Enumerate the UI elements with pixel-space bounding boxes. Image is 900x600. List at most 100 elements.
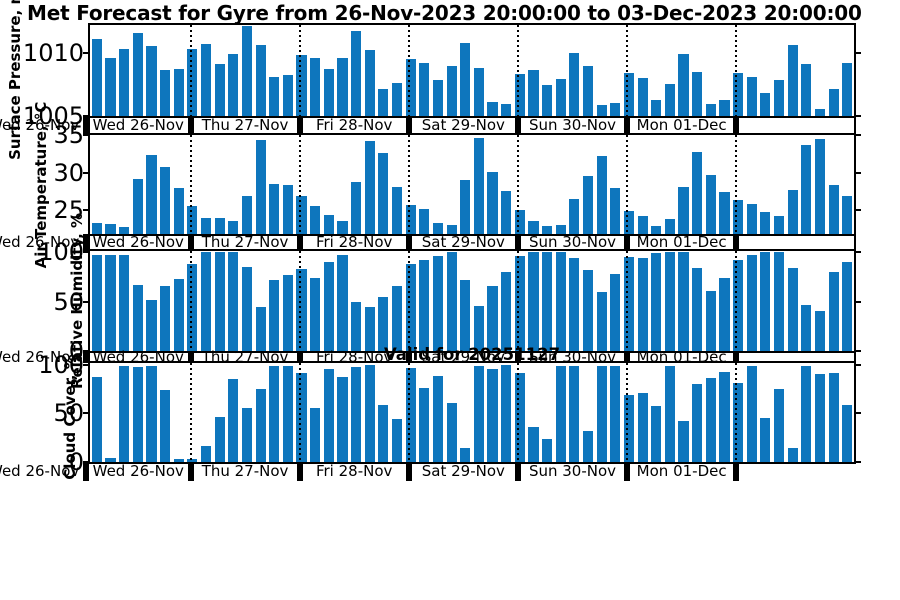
bar <box>555 366 566 462</box>
bar <box>132 367 143 462</box>
y-tick-mark <box>83 412 90 415</box>
bar <box>337 221 348 234</box>
bar <box>719 372 730 462</box>
x-tick-mark <box>83 351 89 363</box>
bar <box>842 404 853 462</box>
bar <box>746 76 757 116</box>
bar <box>228 252 239 351</box>
bar <box>569 52 580 116</box>
bar <box>528 70 539 116</box>
y-tick-mark <box>83 251 90 254</box>
x-tick-mark <box>405 461 412 481</box>
bar <box>637 216 648 234</box>
bar <box>105 457 116 462</box>
y-tick-mark-right <box>854 134 861 136</box>
x-tick-mark <box>187 234 194 251</box>
bar <box>310 407 321 462</box>
bar <box>773 216 785 234</box>
bar <box>623 257 635 351</box>
bar <box>528 252 539 351</box>
bar <box>405 58 416 116</box>
bar <box>473 305 484 351</box>
bar <box>555 225 566 234</box>
bar <box>351 31 362 116</box>
bar <box>582 270 594 351</box>
day-separator-line <box>298 362 301 462</box>
bar <box>432 256 444 351</box>
x-tick-mark <box>514 234 521 251</box>
bar <box>610 274 621 351</box>
x-day-label: Wed 26-Nov <box>92 347 184 366</box>
pressure-chart-plot <box>88 23 856 118</box>
y-tick-mark <box>83 209 90 211</box>
y-tick-mark <box>83 171 90 174</box>
x-tick-mark <box>405 351 412 363</box>
bar <box>132 32 143 116</box>
bar <box>323 215 334 234</box>
bar <box>160 70 171 116</box>
x-day-label: Sat 29-Nov <box>421 233 505 252</box>
x-day-label: Sun 30-Nov <box>528 116 617 135</box>
bar <box>269 280 280 351</box>
bar <box>705 174 716 234</box>
y-tick-label: 0 <box>68 337 84 365</box>
day-separator-line <box>626 362 629 462</box>
bar <box>105 224 116 234</box>
bar <box>787 189 798 234</box>
bar <box>255 140 266 234</box>
x-edge-label: Wed 26-Nov <box>0 462 80 481</box>
pressure-y-axis-label: Surface Pressure, mb <box>6 0 24 160</box>
bar <box>200 217 212 234</box>
bar <box>200 446 212 462</box>
bar <box>487 285 498 351</box>
bar <box>173 187 184 234</box>
bar <box>173 69 184 116</box>
bar <box>664 366 675 462</box>
bar <box>282 275 293 351</box>
y-tick-mark-right <box>854 251 861 254</box>
day-separator-line <box>298 250 301 351</box>
bar <box>596 291 607 351</box>
day-separator-line <box>626 135 629 234</box>
bar <box>787 45 798 116</box>
day-separator-line <box>735 250 738 351</box>
bar <box>146 46 157 116</box>
x-tick-mark <box>405 115 412 135</box>
bar <box>241 195 253 234</box>
bar <box>282 366 293 462</box>
bar <box>146 299 157 351</box>
bar <box>664 252 675 351</box>
bar <box>705 377 716 462</box>
bar <box>733 72 744 116</box>
x-edge-label: Wed 26-Nov <box>0 116 80 135</box>
x-tick-mark <box>514 115 521 135</box>
bar <box>828 184 839 234</box>
bar <box>460 180 471 234</box>
bar <box>814 109 826 116</box>
bar <box>391 186 403 234</box>
bar <box>173 279 184 351</box>
x-day-label: Mon 01-Dec <box>636 233 727 252</box>
bar <box>705 290 716 351</box>
bar <box>160 285 171 351</box>
bar <box>814 374 826 462</box>
bar <box>787 268 798 351</box>
bar <box>542 85 553 116</box>
bar <box>405 368 416 462</box>
bar <box>446 66 457 116</box>
bar <box>255 45 266 116</box>
bar <box>432 80 444 116</box>
bar <box>200 43 212 116</box>
bar <box>678 186 689 234</box>
bar <box>391 419 403 462</box>
day-separator-line <box>189 135 192 234</box>
bar <box>760 92 771 116</box>
bar <box>692 383 703 462</box>
bar <box>569 198 580 234</box>
x-day-label: Fri 28-Nov <box>315 347 393 366</box>
bar <box>733 382 744 462</box>
bar <box>596 156 607 234</box>
bar <box>664 219 675 234</box>
x-axis-label-row <box>88 353 856 361</box>
cloud-cover-chart-plot <box>88 360 856 464</box>
